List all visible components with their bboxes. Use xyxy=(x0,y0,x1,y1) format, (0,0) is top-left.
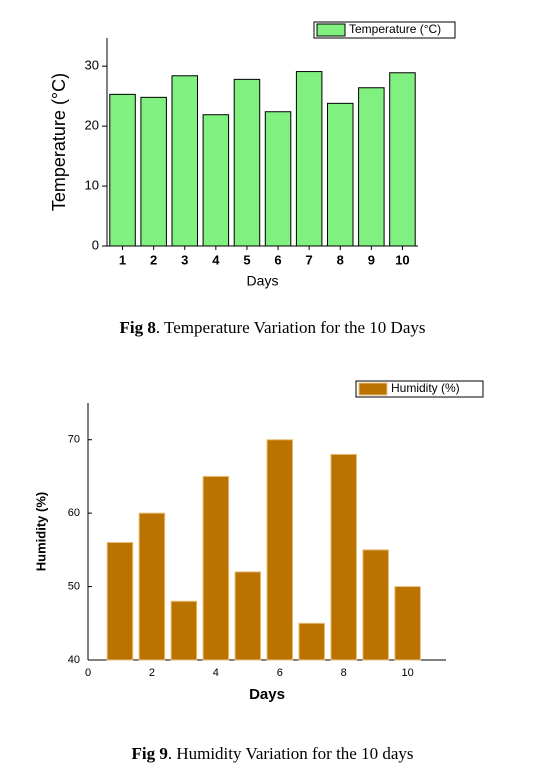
x-tick-label: 6 xyxy=(277,667,283,679)
y-tick-label: 60 xyxy=(68,507,80,519)
x-tick-label: 1 xyxy=(119,252,126,267)
caption-text: . Humidity Variation for the 10 days xyxy=(167,744,414,763)
bar xyxy=(358,87,385,247)
figure-label: Fig 9 xyxy=(131,744,168,763)
legend-label: Humidity (%) xyxy=(391,381,460,395)
y-tick-label: 10 xyxy=(85,177,99,192)
x-tick-label: 10 xyxy=(395,252,409,267)
x-axis-label: Days xyxy=(249,686,285,703)
y-tick-label: 20 xyxy=(85,118,99,133)
bar xyxy=(362,549,389,661)
bar xyxy=(106,542,134,661)
bar xyxy=(330,453,357,661)
legend-label: Temperature (°C) xyxy=(349,22,441,36)
bar xyxy=(140,96,167,247)
bar xyxy=(170,600,198,661)
caption: Fig 8. Temperature Variation for the 10 … xyxy=(0,318,545,338)
bar xyxy=(171,75,199,247)
x-tick-label: 7 xyxy=(306,252,313,267)
bar xyxy=(266,439,294,661)
y-tick-label: 30 xyxy=(85,58,99,73)
caption-text: . Temperature Variation for the 10 Days xyxy=(155,318,426,337)
y-axis-label: Humidity (%) xyxy=(33,492,48,571)
x-tick-label: 6 xyxy=(274,252,281,267)
bar xyxy=(295,71,323,247)
x-tick-label: 2 xyxy=(150,252,157,267)
x-tick-label: 8 xyxy=(341,667,347,679)
legend-swatch xyxy=(316,23,346,37)
bar xyxy=(233,78,261,247)
bar xyxy=(234,571,262,661)
bar xyxy=(389,72,416,247)
x-axis-label: Days xyxy=(247,273,279,289)
legend-box xyxy=(355,380,484,398)
legend-swatch xyxy=(358,382,388,396)
y-tick-label: 70 xyxy=(68,434,80,446)
x-tick-label: 8 xyxy=(337,252,344,267)
y-tick-label: 40 xyxy=(68,654,80,666)
x-tick-label: 4 xyxy=(213,667,219,679)
legend-box xyxy=(313,21,456,39)
bar xyxy=(109,93,136,247)
caption: Fig 9. Humidity Variation for the 10 day… xyxy=(0,744,545,764)
bar xyxy=(138,512,166,661)
bar xyxy=(202,475,230,661)
y-tick-label: 0 xyxy=(92,237,99,252)
bar xyxy=(298,622,326,661)
bar xyxy=(202,114,230,247)
figure-label: Fig 8 xyxy=(119,318,156,337)
x-tick-label: 9 xyxy=(368,252,375,267)
x-tick-label: 0 xyxy=(85,667,91,679)
x-tick-label: 5 xyxy=(243,252,250,267)
y-tick-label: 50 xyxy=(68,580,80,592)
x-tick-label: 4 xyxy=(212,252,220,267)
bar xyxy=(264,111,292,247)
x-tick-label: 2 xyxy=(149,667,155,679)
x-tick-label: 3 xyxy=(181,252,188,267)
bar xyxy=(394,586,421,661)
y-axis-label: Temperature (°C) xyxy=(49,73,69,211)
x-tick-label: 10 xyxy=(402,667,414,679)
bar xyxy=(326,102,354,247)
